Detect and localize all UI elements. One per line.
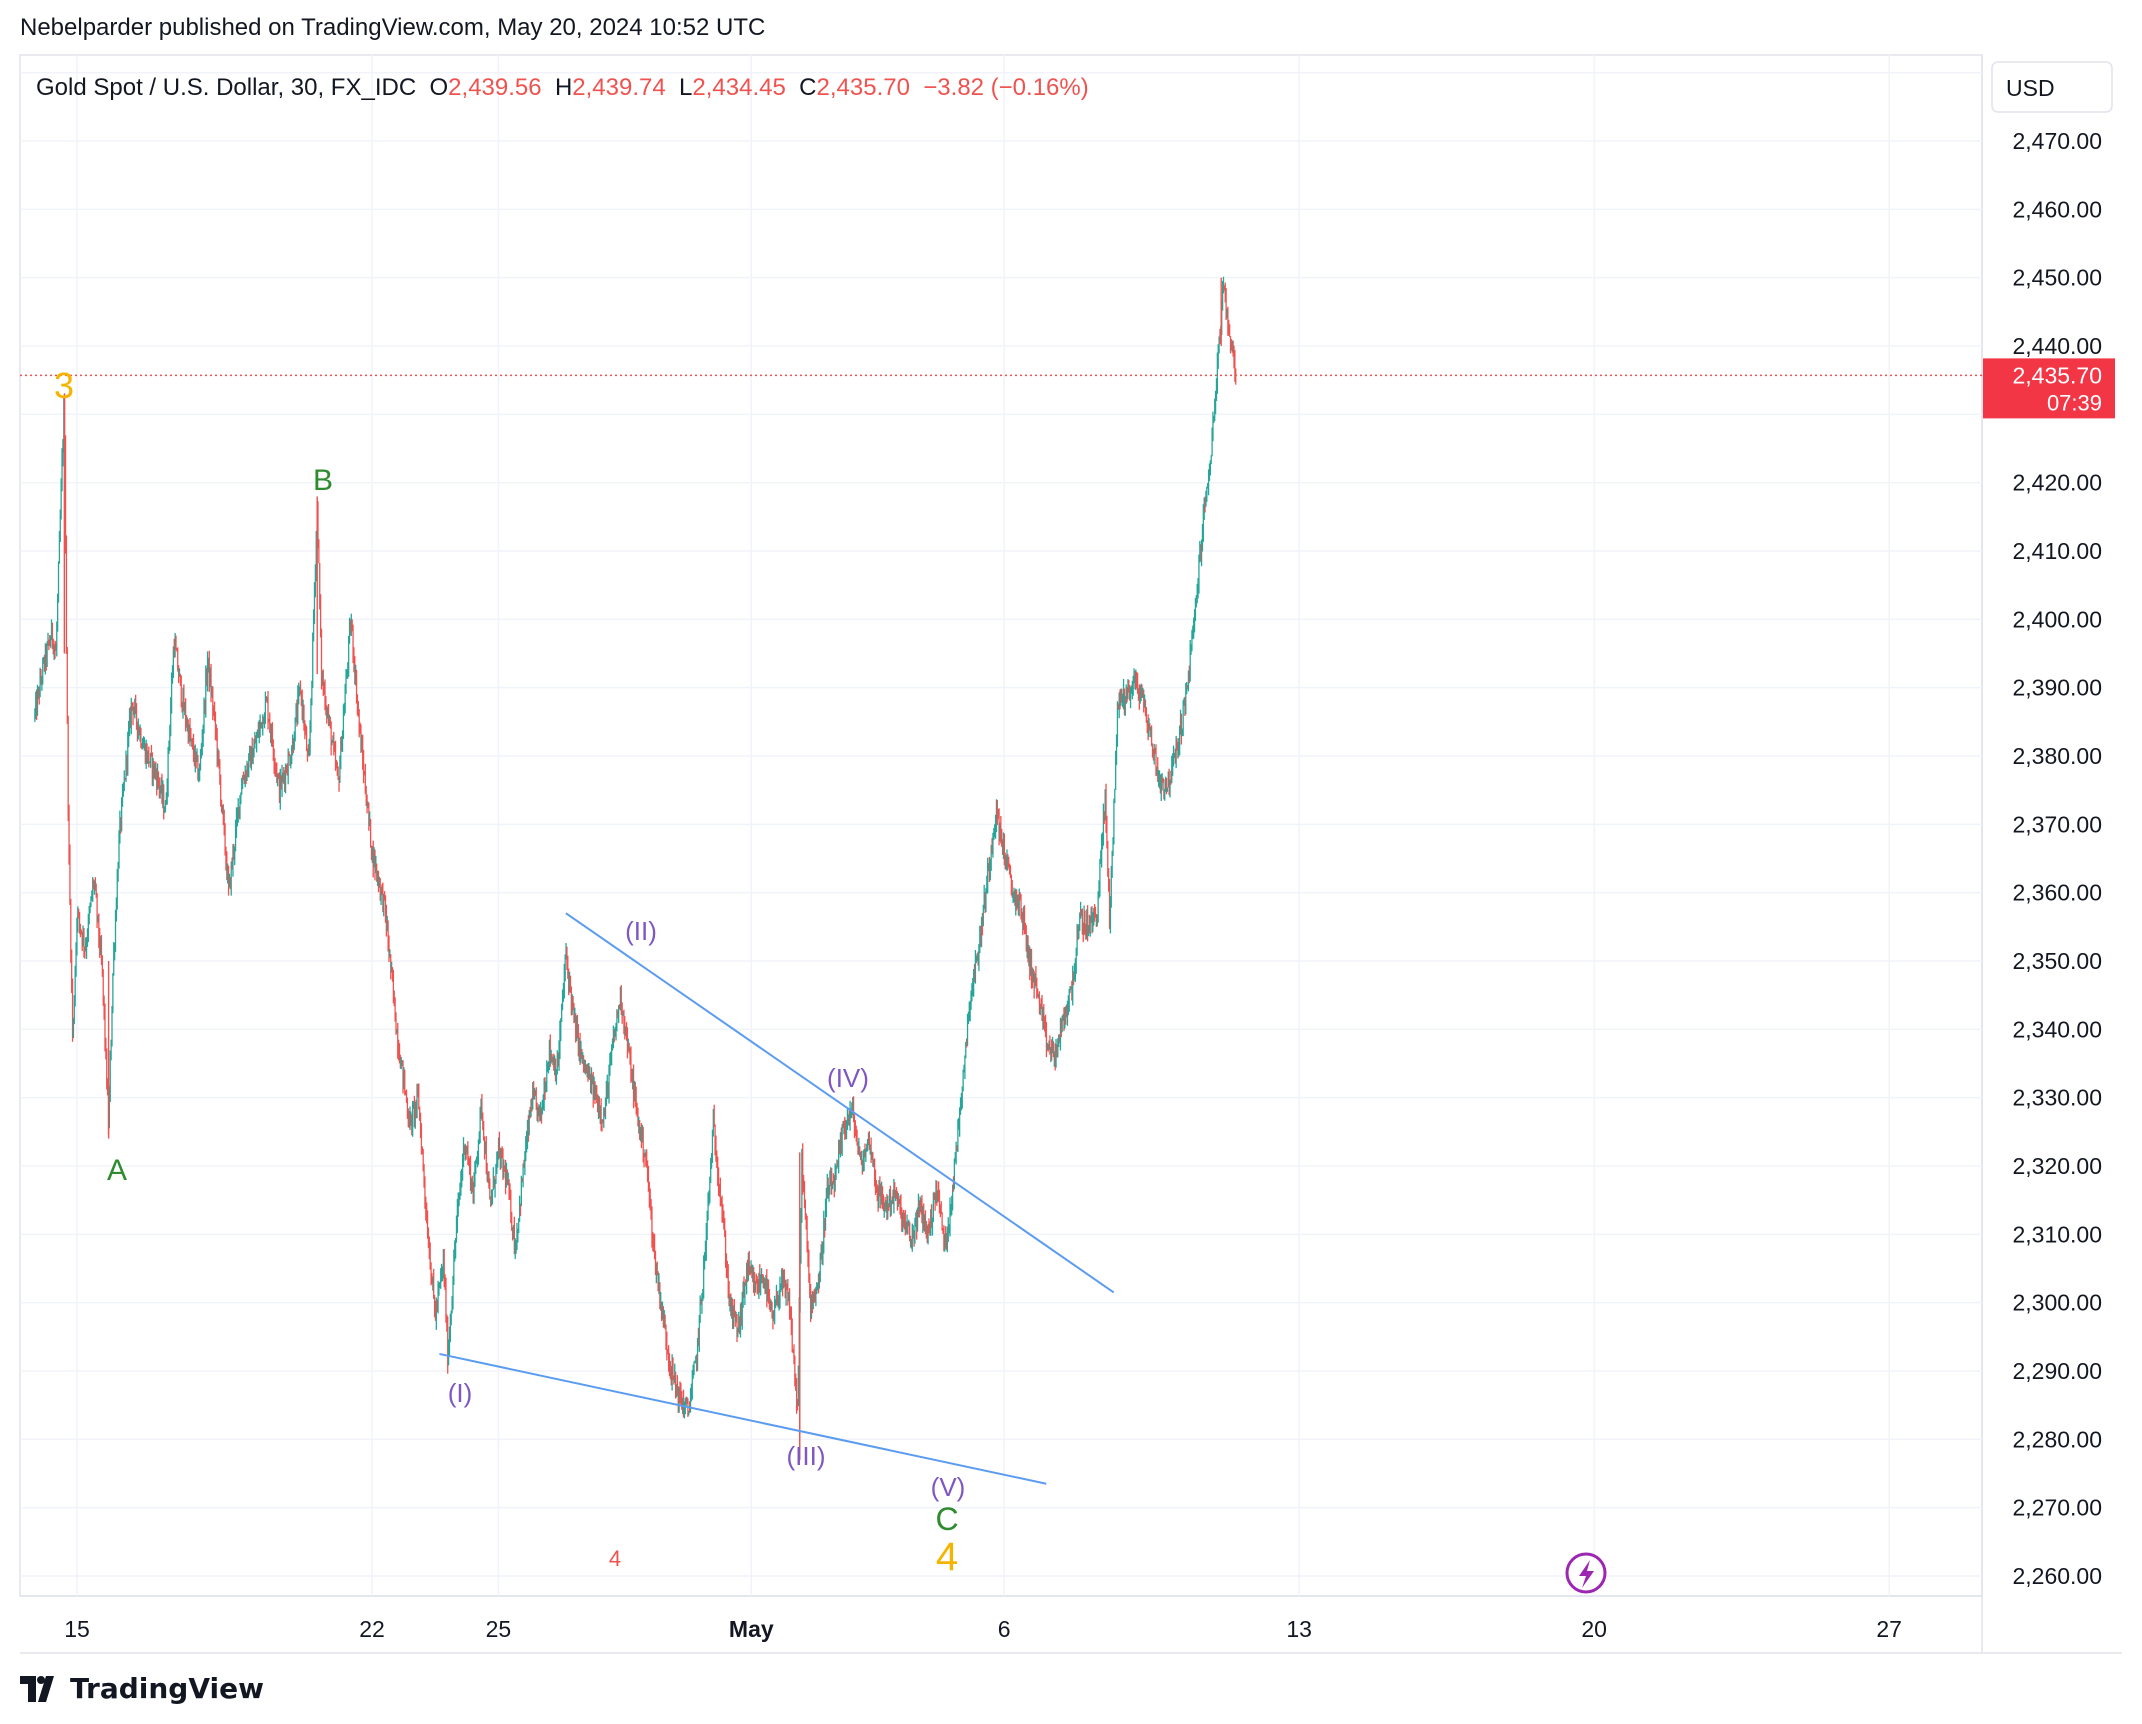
lower-wedge-trendline[interactable] <box>439 1352 1047 1485</box>
legend-symbol: Gold Spot / U.S. Dollar, 30, FX_IDC <box>36 74 416 101</box>
time-tick-label: 22 <box>359 1616 385 1642</box>
price-tick-label: 2,350.00 <box>2012 948 2102 974</box>
price-tick-label: 2,360.00 <box>2012 880 2102 906</box>
time-tick-label: May <box>729 1616 774 1642</box>
marker-label-4: 4 <box>609 1546 621 1571</box>
currency-button-frame[interactable] <box>1991 61 2113 113</box>
price-tick-label: 2,440.00 <box>2012 333 2102 359</box>
wave-label-c: C <box>935 1501 958 1537</box>
price-tick-label: 2,290.00 <box>2012 1358 2102 1384</box>
tradingview-logo-icon <box>20 1675 54 1702</box>
price-tick-label: 2,460.00 <box>2012 196 2102 222</box>
price-tick-label: 2,260.00 <box>2012 1563 2102 1589</box>
legend-o-label: O <box>430 74 449 101</box>
time-tick-label: 15 <box>64 1616 90 1642</box>
legend-h-value: 2,439.74 <box>572 74 665 101</box>
trendlines[interactable] <box>439 912 1115 1485</box>
price-tick-label: 2,310.00 <box>2012 1221 2102 1247</box>
legend-c-label: C <box>799 74 816 101</box>
currency-button[interactable]: USD <box>1991 61 2113 113</box>
price-tick-label: 2,330.00 <box>2012 1085 2102 1111</box>
price-tick-label: 2,380.00 <box>2012 743 2102 769</box>
wave-label-4: 4 <box>936 1535 958 1579</box>
wave-label-v: (V) <box>931 1472 966 1502</box>
wave-labels: 3AB(I)(II)(III)(IV)(V)C44 <box>54 365 965 1579</box>
lightning-icon[interactable] <box>1565 1552 1607 1594</box>
price-tick-label: 2,300.00 <box>2012 1290 2102 1316</box>
wave-label-ii: (II) <box>625 916 657 946</box>
legend-c-value: 2,435.70 <box>817 74 910 101</box>
price-tick-label: 2,470.00 <box>2012 128 2102 154</box>
price-tick-label: 2,370.00 <box>2012 811 2102 837</box>
upper-wedge-trendline[interactable] <box>565 912 1115 1294</box>
price-tick-label: 2,270.00 <box>2012 1495 2102 1521</box>
candles <box>34 276 1237 1460</box>
price-tag-countdown: 07:39 <box>2047 390 2102 415</box>
price-tick-label: 2,340.00 <box>2012 1016 2102 1042</box>
wave-label-a: A <box>107 1154 127 1187</box>
legend-h-label: H <box>555 74 572 101</box>
legend-l-value: 2,434.45 <box>692 74 785 101</box>
ohlc-legend: Gold Spot / U.S. Dollar, 30, FX_IDC O2,4… <box>36 74 1089 101</box>
time-tick-label: 25 <box>486 1616 512 1642</box>
wave-label-3: 3 <box>54 365 74 406</box>
price-tick-label: 2,450.00 <box>2012 265 2102 291</box>
price-tick-label: 2,390.00 <box>2012 675 2102 701</box>
legend-change: −3.82 (−0.16%) <box>923 74 1088 101</box>
price-tick-label: 2,280.00 <box>2012 1426 2102 1452</box>
tradingview-footer-logo[interactable]: TradingView <box>20 1672 264 1705</box>
wave-label-b: B <box>313 464 333 497</box>
wave-label-iii: (III) <box>787 1441 826 1471</box>
legend-o-value: 2,439.56 <box>448 74 541 101</box>
time-tick-label: 27 <box>1876 1616 1902 1642</box>
price-tag-bg <box>1983 358 2115 419</box>
wave-label-i: (I) <box>448 1378 473 1408</box>
price-tick-label: 2,410.00 <box>2012 538 2102 564</box>
price-tick-label: 2,400.00 <box>2012 606 2102 632</box>
price-tick-label: 2,320.00 <box>2012 1153 2102 1179</box>
price-tick-label: 2,420.00 <box>2012 470 2102 496</box>
legend-l-label: L <box>679 74 692 101</box>
price-tag-value: 2,435.70 <box>2012 362 2102 388</box>
time-tick-label: 20 <box>1581 1616 1607 1642</box>
time-tick-label: 13 <box>1286 1616 1312 1642</box>
tradingview-brand: TradingView <box>70 1672 264 1705</box>
lightning-bolt <box>1579 1560 1594 1588</box>
currency-label: USD <box>2006 75 2055 101</box>
time-tick-label: 6 <box>998 1616 1011 1642</box>
wave-label-iv: (IV) <box>827 1063 869 1093</box>
publisher-line: Nebelparder published on TradingView.com… <box>20 14 766 41</box>
grid <box>20 55 1982 1596</box>
